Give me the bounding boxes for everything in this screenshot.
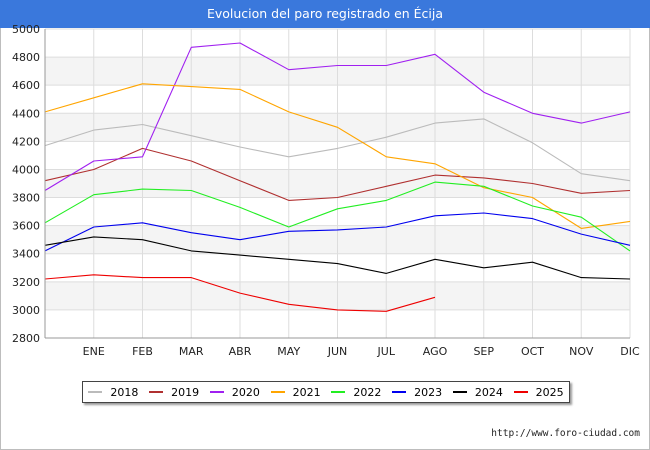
- legend-item-2023: 2023: [392, 386, 442, 399]
- legend-swatch: [88, 391, 103, 393]
- legend-swatch: [331, 391, 346, 393]
- y-tick-label: 3800: [12, 192, 40, 205]
- series-line-2025: [44, 274, 436, 312]
- series-line-2024: [44, 236, 631, 280]
- x-tick-label: FEB: [132, 345, 153, 358]
- x-tick-label: DIC: [620, 345, 640, 358]
- legend-item-2021: 2021: [270, 385, 321, 399]
- y-tick-label: 4600: [12, 79, 40, 92]
- series-line-2018: [44, 118, 631, 182]
- legend-item-2022: 2022: [331, 386, 381, 399]
- x-tick-label: AGO: [423, 345, 448, 358]
- legend-label: 2019: [171, 385, 200, 399]
- x-tick-label: JUL: [377, 345, 396, 358]
- legend-swatch: [270, 391, 285, 393]
- legend-label: 2024: [474, 385, 503, 399]
- y-tick-label: 5000: [12, 23, 40, 36]
- x-tick-label: OCT: [521, 345, 544, 358]
- y-tick-label: 4000: [12, 163, 40, 176]
- legend-item-2020: 2020: [209, 385, 260, 399]
- x-tick-label: ABR: [229, 345, 252, 358]
- series-line-2021: [44, 83, 631, 229]
- x-tick-label: ENE: [83, 345, 105, 358]
- y-tick-label: 2800: [12, 332, 40, 345]
- legend-label: 2021: [292, 385, 321, 399]
- legend-swatch: [513, 391, 528, 393]
- legend-label: 2020: [231, 385, 260, 399]
- y-tick-label: 3600: [12, 220, 40, 233]
- x-tick-label: NOV: [569, 345, 594, 358]
- chart-legend: 2018 2019 2020 2021 2022 2023 2024 2025: [82, 381, 570, 403]
- x-tick-label: MAY: [277, 345, 300, 358]
- chart-title: Evolucion del paro registrado en Écija: [0, 0, 650, 28]
- legend-swatch: [452, 391, 467, 393]
- x-tick-label: JUN: [327, 345, 348, 358]
- legend-item-2024: 2024: [452, 385, 503, 399]
- y-tick-label: 4800: [12, 51, 40, 64]
- legend-label: 2023: [414, 385, 443, 399]
- legend-item-2025: 2025: [513, 385, 564, 399]
- legend-label: 2022: [353, 385, 382, 399]
- y-tick-label: 4400: [12, 107, 40, 120]
- legend-item-2018: 2018: [88, 386, 138, 399]
- y-tick-label: 4200: [12, 135, 40, 148]
- legend-swatch: [392, 391, 407, 393]
- legend-label: 2025: [535, 385, 564, 399]
- y-tick-label: 3200: [12, 276, 40, 289]
- series-line-2023: [44, 212, 631, 252]
- series-line-2019: [44, 147, 631, 201]
- y-tick-label: 3000: [12, 304, 40, 317]
- legend-swatch: [149, 391, 164, 393]
- plot-axes: 2800 3000 3200 3400 3600 3800 4000 4200 4400 4600…: [12, 23, 640, 358]
- x-tick-label: SEP: [473, 345, 494, 358]
- legend-item-2019: 2019: [149, 386, 199, 399]
- plot-lines: [44, 42, 631, 312]
- y-tick-label: 3400: [12, 248, 40, 261]
- series-line-2020: [44, 42, 631, 191]
- x-tick-label: MAR: [179, 345, 204, 358]
- legend-swatch: [209, 391, 224, 393]
- series-line-2022: [44, 181, 631, 252]
- legend-label: 2018: [110, 385, 139, 399]
- footer-url: http://www.foro-ciudad.com: [491, 428, 640, 439]
